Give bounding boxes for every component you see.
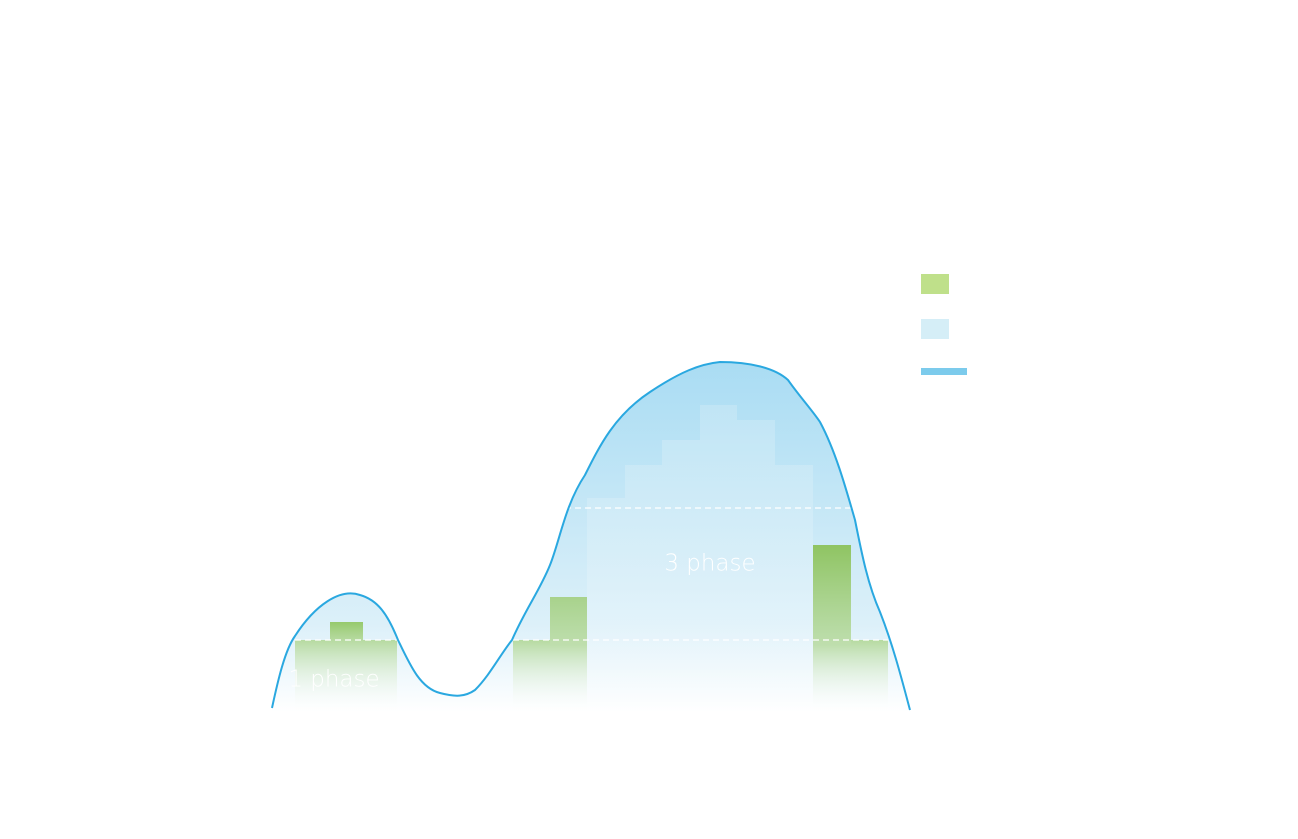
green-bar	[363, 640, 397, 712]
step-bar	[737, 420, 775, 712]
step-bar	[587, 498, 625, 712]
legend-swatch	[921, 368, 967, 375]
phase-label: 3 phase	[664, 551, 755, 577]
green-bar	[813, 545, 851, 712]
legend	[921, 274, 967, 375]
step-bar	[700, 405, 737, 712]
step-bar	[662, 440, 700, 712]
green-bar	[295, 640, 330, 712]
green-bar	[851, 640, 888, 712]
legend-swatch	[921, 319, 949, 339]
phase-label: 1 phase	[288, 667, 379, 693]
legend-swatch	[921, 274, 949, 294]
step-bar	[625, 465, 662, 712]
curve	[271, 360, 911, 711]
green-bar	[513, 640, 550, 712]
green-bar	[550, 597, 587, 712]
step-bars	[587, 405, 813, 712]
green-bars	[295, 545, 888, 712]
step-bar	[775, 465, 813, 712]
green-bar	[330, 622, 363, 712]
